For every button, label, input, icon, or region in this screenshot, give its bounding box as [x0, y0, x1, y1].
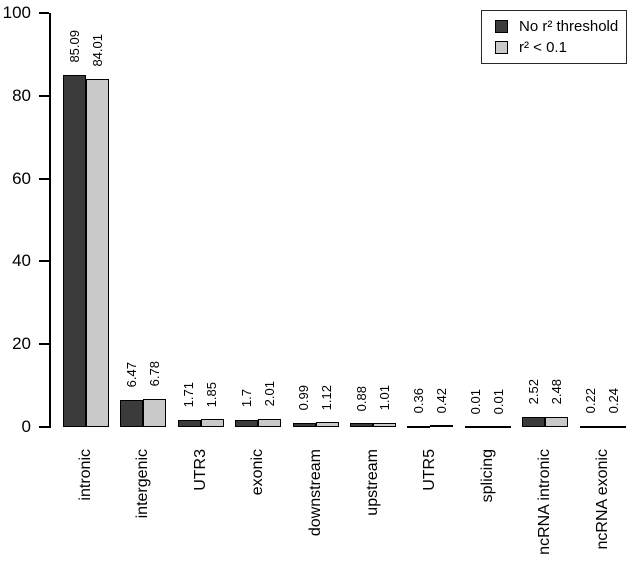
bar-value-label: 2.48 — [548, 379, 564, 405]
y-axis-tick — [39, 426, 49, 428]
x-axis-category-label: intronic — [77, 449, 94, 501]
legend-swatch-light — [495, 41, 508, 54]
bar-value-label: 1.12 — [319, 384, 335, 410]
bar-value-label: 0.36 — [410, 387, 426, 414]
bar-value-label: 1.85 — [204, 381, 220, 407]
legend: No r² threshold r² < 0.1 — [481, 10, 627, 64]
bar-ncRNA-exonic-series-0 — [579, 426, 603, 428]
x-axis-category-label: ncRNA intronic — [536, 449, 554, 555]
bar-upstream-series-1 — [373, 422, 396, 427]
bar-UTR3-series-1 — [200, 419, 224, 427]
x-axis-category-label: upstream — [364, 449, 381, 516]
bar-intergenic-series-0 — [120, 400, 144, 427]
y-axis-tick — [39, 260, 49, 263]
bar-downstream-series-0 — [292, 422, 316, 427]
y-axis-tick — [39, 177, 49, 180]
bar-UTR5-series-0 — [407, 425, 431, 428]
legend-label-r2-lt-01: r² < 0.1 — [519, 38, 567, 56]
bar-value-label: 2.01 — [261, 380, 277, 407]
x-axis-category-label: exonic — [249, 449, 267, 496]
bar-value-label: 0.22 — [583, 388, 599, 414]
bar-UTR5-series-1 — [430, 425, 454, 428]
bar-ncRNA-intronic-series-1 — [545, 416, 569, 427]
bar-value-label: 6.78 — [146, 361, 162, 387]
y-axis-tick-label: 80 — [12, 85, 31, 105]
bar-value-label: 85.09 — [66, 29, 82, 63]
x-axis-category-label: intergenic — [134, 449, 152, 519]
legend-row-r2-lt-01: r² < 0.1 — [495, 38, 626, 56]
bar-intronic-series-1 — [86, 79, 109, 427]
bar-ncRNA-intronic-series-0 — [522, 416, 546, 427]
bar-ncRNA-exonic-series-1 — [602, 426, 626, 428]
bar-UTR3-series-0 — [177, 419, 201, 427]
y-axis-tick-label: 0 — [21, 417, 31, 436]
bar-value-label: 6.47 — [123, 362, 139, 388]
y-axis-tick-label: 20 — [12, 334, 31, 354]
y-axis-tick — [39, 343, 49, 346]
y-axis-tick — [39, 12, 49, 14]
y-axis-tick-label: 40 — [12, 251, 31, 271]
bar-value-label: 0.24 — [606, 388, 622, 414]
bar-exonic-series-1 — [258, 418, 282, 427]
bar-value-label: 84.01 — [89, 34, 105, 67]
x-axis-category-label: downstream — [306, 449, 324, 537]
x-axis-category-label: splicing — [478, 449, 496, 503]
bar-intronic-series-0 — [63, 74, 86, 427]
legend-row-no-threshold: No r² threshold — [495, 17, 626, 35]
x-axis-category-label: UTR5 — [421, 449, 439, 491]
y-axis-line — [49, 13, 51, 428]
y-axis-tick-label: 60 — [12, 168, 31, 188]
bar-upstream-series-0 — [350, 423, 373, 427]
bar-value-label: 0.88 — [353, 385, 369, 411]
bar-value-label: 2.52 — [525, 378, 541, 405]
x-axis-category-label: UTR3 — [191, 449, 209, 491]
bar-value-label: 1.7 — [238, 389, 254, 408]
bar-value-label: 0.01 — [468, 389, 484, 415]
y-axis-tick — [39, 94, 49, 97]
bar-downstream-series-1 — [315, 422, 339, 427]
y-axis-tick-label: 100 — [2, 3, 31, 22]
bar-splicing-series-0 — [464, 426, 488, 428]
legend-swatch-dark — [495, 20, 508, 33]
bar-intergenic-series-1 — [143, 398, 167, 427]
bar-value-label: 1.01 — [376, 385, 392, 411]
x-axis-category-label: ncRNA exonic — [593, 449, 611, 550]
bar-splicing-series-1 — [487, 426, 511, 428]
bar-value-label: 1.71 — [181, 382, 197, 408]
bar-exonic-series-0 — [235, 419, 259, 427]
bar-value-label: 0.99 — [296, 385, 312, 411]
bar-value-label: 0.01 — [491, 389, 507, 415]
legend-label-no-threshold: No r² threshold — [519, 17, 619, 35]
bar-value-label: 0.42 — [433, 387, 449, 413]
